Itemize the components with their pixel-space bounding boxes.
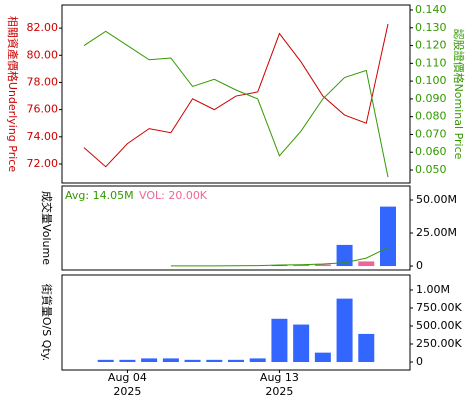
avg-line [170,247,389,267]
y2-tick-label: 0.120 [415,39,447,52]
bar [141,358,158,363]
bar [271,318,288,363]
y2-tick-label: 0.050 [415,163,447,176]
y2-tick-label: 0.140 [415,3,447,16]
bar [249,358,266,363]
bar [119,359,136,363]
y-tick-label: 0 [416,259,423,272]
y-axis-label: 相關資產價格Underlying Price [6,16,20,172]
y-tick-label: 72.00 [27,157,59,170]
bar [184,359,201,363]
x-tick-label: Aug 13 [260,371,299,384]
bar [228,359,244,363]
y-axis-label: 街貨量O/S Qty. [40,284,54,361]
bar [206,359,223,363]
y2-tick-label: 0.110 [415,56,447,69]
y-tick-label: 750.00K [416,301,462,314]
x-tick-label: Aug 04 [108,371,147,384]
bar [97,359,114,363]
y2-tick-label: 0.090 [415,92,447,105]
y-tick-label: 1.00M [416,283,450,296]
bar [358,333,375,363]
bar [336,244,353,267]
bar [380,206,396,267]
price-line [83,30,389,178]
y2-tick-label: 0.080 [415,110,447,123]
bar [293,264,310,267]
y2-tick-label: 0.100 [415,74,447,87]
plot-frame [61,274,411,371]
y-tick-label: 76.00 [27,103,59,116]
y-tick-label: 74.00 [27,130,59,143]
y-tick-label: 80.00 [27,48,59,61]
y-tick-label: 25.00M [416,226,457,239]
y2-tick-label: 0.070 [415,127,447,140]
bar [314,352,331,363]
bar [314,264,331,267]
x-tick-year: 2025 [265,385,293,398]
plot-frame [61,185,411,271]
y-axis-label: 成交量Volume [40,191,54,265]
y-tick-label: 500.00K [416,319,462,332]
plot-frame [61,4,411,184]
bar [271,265,288,267]
y-tick-label: 250.00K [416,337,462,350]
bar [336,298,353,363]
x-tick-year: 2025 [113,385,141,398]
bar [162,358,179,363]
y-tick-label: 82.00 [27,21,59,34]
bar [293,324,310,363]
y2-tick-label: 0.130 [415,21,447,34]
legend-entry: Avg: 14.05M [65,189,134,202]
y2-axis-label: 認股證價格Nominal Price [452,29,466,160]
y2-tick-label: 0.060 [415,145,447,158]
y-tick-label: 78.00 [27,75,59,88]
bar [358,261,375,267]
y-tick-label: 50.00M [416,193,457,206]
price-line [83,23,389,168]
y-tick-label: 0 [416,355,423,368]
legend-entry: VOL: 20.00K [139,189,208,202]
